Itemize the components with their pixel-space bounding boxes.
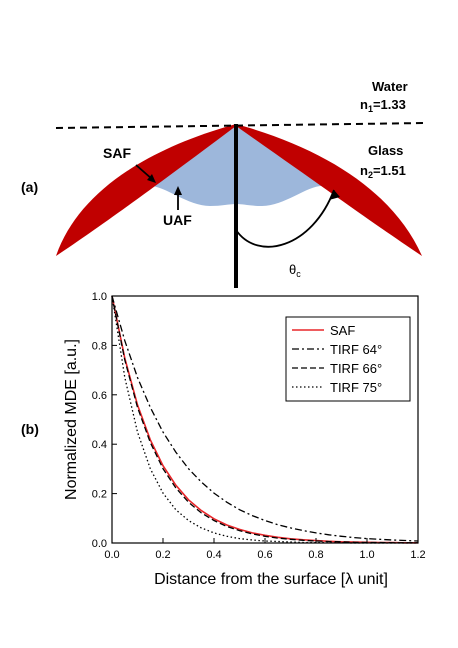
- panel-a-diagram: (a) Water n1=1.33 Glass n2=1.51 SAF UAF …: [21, 79, 427, 288]
- uaf-lobe: [58, 126, 420, 254]
- interface-dashed-line: [55, 122, 427, 129]
- panel-b-label: (b): [21, 421, 39, 437]
- legend-label: TIRF 75°: [330, 380, 382, 395]
- saf-arrow: [135, 164, 153, 180]
- n2-label: n2=1.51: [360, 163, 406, 180]
- y-axis-label: Normalized MDE [a.u.]: [63, 339, 80, 500]
- series-line-1: [111, 295, 419, 542]
- x-tick-label: 0.0: [104, 549, 119, 561]
- x-tick-label: 0.4: [206, 549, 221, 561]
- uaf-label: UAF: [163, 212, 192, 228]
- water-label: Water: [372, 79, 408, 94]
- y-tick-label: 0.2: [92, 489, 107, 501]
- y-axis-ticks: 0.0 0.2 0.4 0.6 0.8 1.0: [92, 291, 117, 550]
- y-tick-label: 1.0: [92, 291, 107, 303]
- x-tick-label: 0.6: [257, 549, 272, 561]
- saf-label: SAF: [103, 145, 131, 161]
- x-tick-label: 0.8: [308, 549, 323, 561]
- critical-angle-arc: [235, 189, 335, 248]
- y-tick-label: 0.6: [92, 390, 107, 402]
- glass-label: Glass: [368, 143, 403, 158]
- mde-chart: 0.0 0.2 0.4 0.6 0.8 1.0 1.2 0.0 0.2 0.4 0.6 0.8 1.0…: [63, 291, 426, 588]
- x-tick-label: 1.0: [359, 549, 374, 561]
- legend-label: TIRF 64°: [330, 342, 382, 357]
- x-axis-ticks: 0.0 0.2 0.4 0.6 0.8 1.0 1.2: [104, 538, 426, 561]
- theta-c-label: θc: [289, 262, 301, 279]
- critical-angle-arrowhead: [329, 190, 340, 200]
- panel-a-label: (a): [21, 179, 38, 195]
- x-axis-label: Distance from the surface [λ unit]: [154, 571, 388, 588]
- n1-label: n1=1.33: [360, 97, 406, 114]
- legend-box: [285, 316, 411, 402]
- y-tick-label: 0.8: [92, 340, 107, 352]
- saf-lobe-left: [56, 124, 236, 256]
- x-tick-label: 1.2: [410, 549, 425, 561]
- x-tick-label: 0.2: [155, 549, 170, 561]
- y-tick-label: 0.0: [92, 538, 107, 550]
- y-tick-label: 0.4: [92, 439, 107, 451]
- legend-label: TIRF 66°: [330, 361, 382, 376]
- saf-lobe-right: [236, 124, 422, 256]
- uaf-arrowhead: [174, 186, 182, 195]
- saf-arrowhead: [147, 174, 156, 183]
- legend-label: SAF: [330, 323, 355, 338]
- legend: SAF TIRF 64° TIRF 66° TIRF 75°: [285, 316, 411, 402]
